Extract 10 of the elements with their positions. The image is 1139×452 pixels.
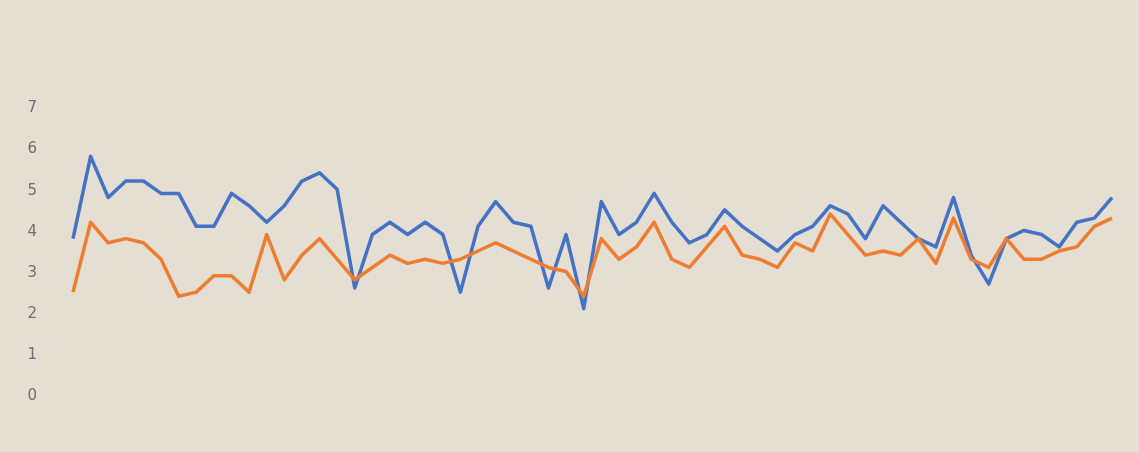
y-tick-label: 4 [27,221,37,240]
line-series [71,154,1114,311]
y-tick-label: 3 [27,262,37,281]
y-tick-label: 6 [27,139,37,158]
y-tick-label: 1 [27,345,37,364]
y-tick-label: 0 [27,386,37,405]
y-tick-label: 7 [27,98,37,117]
y-tick-label: 5 [27,180,37,199]
y-tick-label: 2 [27,304,37,323]
line-series [71,212,1114,299]
